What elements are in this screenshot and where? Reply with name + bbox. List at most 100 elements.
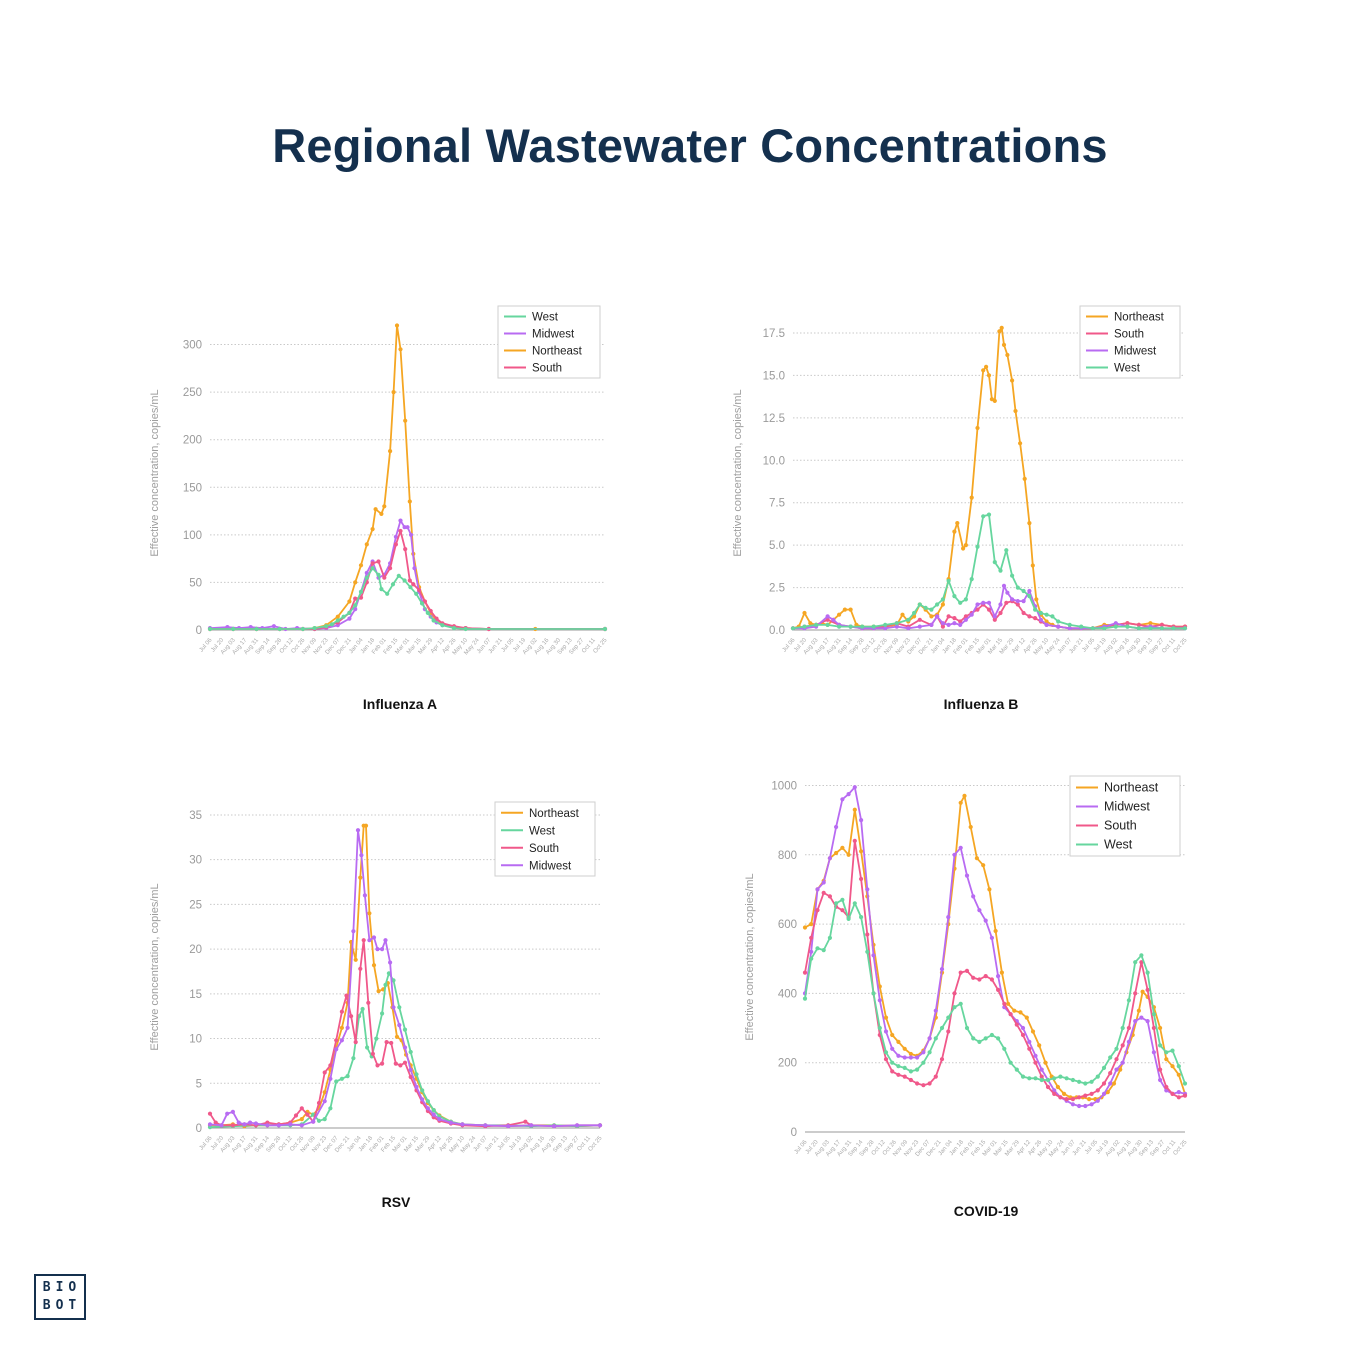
covid-19-series-south-point: [1095, 1088, 1100, 1093]
influenza-b-series-midwest-point: [969, 612, 974, 617]
influenza-b-legend-label-northeast: Northeast: [1114, 312, 1165, 324]
influenza-b-series-northeast-point: [837, 612, 842, 617]
covid-19-series-northeast-point: [890, 1032, 895, 1038]
influenza-b-x-tick-label: Oct 25: [1173, 637, 1189, 655]
covid-19-series-south-point: [802, 970, 808, 975]
influenza-a-series-west-point: [312, 626, 317, 631]
influenza-b-series-northeast-point: [1044, 619, 1049, 624]
influenza-b-series-midwest-point: [981, 600, 986, 605]
covid-19-series-west-point: [1158, 1043, 1163, 1048]
covid-19-series-west-point: [1008, 1060, 1013, 1065]
covid-19-series-west-point: [921, 1060, 926, 1065]
influenza-b-series-south-point: [1136, 622, 1141, 627]
covid-19-series-midwest-point: [933, 1008, 938, 1013]
covid-19-series-midwest-point: [1145, 1019, 1150, 1024]
covid-19-series-midwest-point: [1114, 1067, 1119, 1072]
influenza-a-series-northeast-point: [388, 449, 393, 454]
influenza-a-series-west-point: [379, 587, 384, 592]
influenza-b-series-northeast-point: [802, 610, 807, 616]
covid-19-series-south-point: [1176, 1095, 1181, 1100]
rsv-series-midwest-point: [402, 1045, 408, 1050]
influenza-b-series-midwest-point: [894, 624, 899, 629]
influenza-b-y-tick-label: 10.0: [763, 455, 785, 467]
influenza-a-y-tick-label: 250: [183, 387, 202, 399]
influenza-a-series-west-point: [335, 618, 340, 623]
covid-19-series-west-point: [1095, 1074, 1100, 1079]
covid-19-series-south-point: [1039, 1074, 1044, 1079]
rsv-series-west-point: [420, 1088, 425, 1093]
covid-19-series-west-point: [1020, 1074, 1026, 1079]
covid-19-series-midwest-point: [1039, 1067, 1044, 1072]
influenza-b-series-midwest-point: [883, 626, 888, 631]
influenza-a-series-west-point: [347, 610, 352, 615]
influenza-a-series-west-point: [408, 585, 413, 590]
covid-19-series-west-point: [989, 1032, 994, 1038]
rsv-series-northeast-point: [371, 963, 377, 968]
covid-19-series-west-point: [1052, 1076, 1057, 1081]
rsv-series-west-point: [431, 1108, 436, 1113]
influenza-a-series-west-point: [300, 626, 305, 632]
covid-19-series-midwest-point: [1027, 1039, 1032, 1044]
influenza-a-y-tick-label: 150: [183, 482, 202, 494]
rsv-series-south-point: [316, 1100, 322, 1106]
rsv-series-west-point: [365, 1045, 370, 1050]
covid-19-series-midwest-point: [1108, 1081, 1113, 1086]
covid-19-series-midwest-point: [1083, 1103, 1088, 1109]
covid-19-series-south-point: [1108, 1071, 1113, 1076]
rsv-series-midwest-point: [230, 1109, 235, 1114]
influenza-b-series-south-point: [992, 617, 997, 622]
covid-19-series-south-point: [1058, 1095, 1063, 1100]
rsv-series-south-point: [305, 1112, 310, 1117]
covid-19-series-west-point: [1126, 998, 1131, 1003]
influenza-b-series-midwest-point: [1038, 617, 1043, 622]
rsv-series-south-point: [358, 966, 363, 971]
influenza-b-series-northeast-point: [1148, 621, 1153, 626]
covid-19-series-midwest-point: [877, 998, 882, 1003]
covid-19-series-south-point: [1077, 1095, 1082, 1100]
covid-19-series-south-point: [1045, 1084, 1051, 1090]
covid-19-series-midwest-point: [1151, 1050, 1156, 1055]
covid-19-series-midwest-point: [908, 1055, 913, 1060]
influenza-b-series-northeast-point: [1034, 597, 1039, 602]
rsv-series-midwest-point: [311, 1119, 316, 1124]
rsv-series-midwest-point: [328, 1076, 333, 1081]
rsv-series-midwest-point: [276, 1123, 281, 1128]
influenza-a-y-axis-label: Effective concentration, copies/mL: [149, 389, 161, 556]
rsv-series-midwest-point: [322, 1099, 327, 1104]
influenza-b-series-northeast-point: [842, 607, 847, 612]
covid-19-series-midwest-point: [964, 873, 970, 878]
logo-line-1: BIO: [42, 1280, 82, 1295]
rsv-series-midwest-point: [597, 1123, 603, 1128]
rsv-series-midwest-point: [288, 1122, 293, 1127]
covid-19-series-midwest-point: [815, 887, 820, 892]
covid-19-series-south-point: [883, 1057, 889, 1062]
rsv-series-south-point: [366, 1000, 371, 1005]
influenza-a-series-northeast-point: [335, 614, 340, 619]
covid-19-series-northeast-point: [968, 824, 973, 830]
influenza-b-series-west-point: [906, 617, 911, 622]
covid-19-series-northeast-point: [852, 807, 857, 812]
rsv-series-northeast-point: [367, 911, 372, 916]
influenza-b-series-west-point: [1050, 614, 1055, 619]
covid-19-series-south-point: [827, 894, 832, 899]
rsv-series-midwest-point: [219, 1123, 224, 1128]
covid-19-series-west-point: [859, 915, 864, 920]
covid-19-series-midwest-point: [996, 974, 1001, 979]
influenza-b-series-midwest-point: [906, 626, 911, 631]
rsv-series-south-point: [361, 938, 366, 943]
covid-19-series-northeast-point: [1105, 1090, 1110, 1095]
influenza-b-series-west-point: [963, 597, 968, 602]
covid-19-series-northeast-point: [974, 856, 979, 861]
covid-19-series-west-point: [952, 1005, 957, 1010]
covid-19-series-northeast-point: [1018, 1010, 1023, 1015]
influenza-a-series-west-point: [385, 591, 390, 596]
chart-caption-influenza-b: Influenza B: [943, 696, 1019, 712]
rsv-legend: [494, 801, 596, 877]
rsv-legend-label-west: West: [529, 825, 556, 837]
rsv-series-south-point: [328, 1063, 333, 1068]
influenza-a-series-west-point: [231, 626, 236, 632]
covid-19-series-west-point: [883, 1050, 889, 1055]
covid-19-series-northeast-point: [987, 887, 992, 892]
covid-19-series-midwest-point: [921, 1050, 926, 1055]
influenza-b-series-west-point: [860, 624, 865, 629]
